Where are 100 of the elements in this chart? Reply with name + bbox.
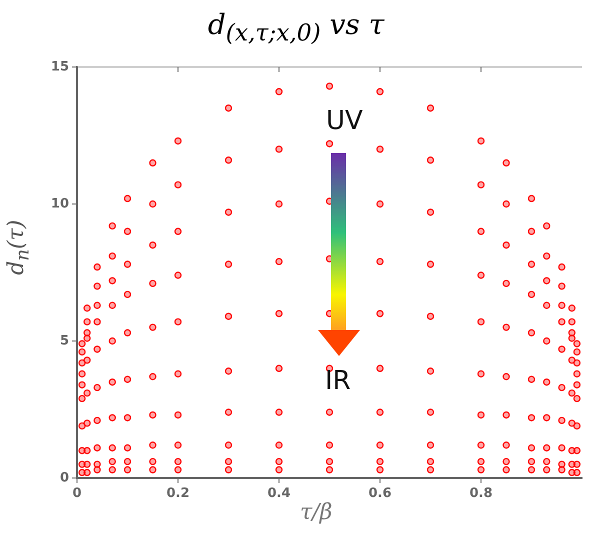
point — [149, 411, 156, 419]
point — [94, 460, 101, 468]
point — [78, 348, 86, 356]
point — [149, 324, 156, 331]
annotation: UV — [326, 106, 363, 136]
point — [502, 442, 510, 449]
point — [124, 329, 132, 336]
point — [326, 408, 334, 416]
point — [94, 444, 101, 452]
point — [124, 194, 132, 202]
point — [224, 104, 232, 112]
point — [124, 458, 132, 466]
y-tick-label: 15 — [50, 59, 69, 74]
point — [376, 310, 384, 318]
point — [568, 389, 576, 397]
point — [477, 442, 485, 449]
point — [426, 458, 434, 466]
point — [108, 252, 116, 260]
point — [149, 242, 156, 249]
point — [528, 290, 536, 298]
point — [275, 466, 283, 474]
point — [502, 411, 510, 419]
point — [558, 416, 566, 424]
point — [376, 466, 384, 474]
point — [326, 466, 334, 474]
point — [224, 466, 232, 474]
chart-title: d$_{(x,τ;x,0)}$ vs τ — [206, 8, 386, 47]
point — [376, 88, 384, 96]
point — [477, 181, 485, 188]
point — [174, 411, 182, 419]
point — [275, 200, 283, 208]
point — [376, 200, 384, 208]
point — [78, 370, 86, 378]
point — [326, 140, 334, 148]
point — [426, 156, 434, 164]
point — [376, 408, 384, 416]
point — [275, 88, 283, 96]
point — [573, 381, 581, 388]
point — [558, 346, 566, 353]
point — [78, 394, 86, 402]
point — [477, 466, 485, 474]
point — [174, 137, 182, 145]
point — [149, 442, 156, 449]
point — [558, 444, 566, 452]
point — [326, 442, 334, 449]
point — [94, 282, 101, 290]
x-tick-label: 0.6 — [368, 486, 392, 502]
point — [224, 442, 232, 449]
point — [149, 466, 156, 474]
point — [84, 468, 91, 476]
point — [224, 408, 232, 416]
point — [568, 329, 576, 336]
point — [528, 458, 536, 466]
point — [528, 414, 536, 422]
point — [84, 304, 91, 312]
point — [108, 466, 116, 474]
point — [426, 368, 434, 375]
point — [502, 159, 510, 166]
point — [108, 302, 116, 309]
point — [78, 422, 86, 430]
point — [477, 137, 485, 145]
point — [108, 337, 116, 345]
point — [528, 260, 536, 268]
point — [568, 420, 576, 427]
point — [78, 381, 86, 388]
y-tick-label: 5 — [60, 333, 69, 348]
x-tick-label: 0.2 — [166, 486, 190, 502]
point — [558, 263, 566, 271]
annotation: IR — [325, 366, 351, 396]
point — [573, 394, 581, 402]
point — [149, 458, 156, 466]
point — [502, 458, 510, 466]
point — [149, 280, 156, 288]
x-tick-label: 0.4 — [267, 486, 291, 502]
point — [502, 324, 510, 331]
point — [426, 466, 434, 474]
x-axis-title: τ/β — [300, 500, 332, 525]
point — [543, 302, 550, 309]
point — [543, 466, 550, 474]
point — [543, 277, 550, 284]
point — [84, 389, 91, 397]
x-tick-label: 0 — [72, 486, 82, 502]
point — [84, 447, 91, 454]
point — [174, 181, 182, 188]
point — [78, 340, 86, 348]
point — [224, 208, 232, 216]
point — [477, 272, 485, 279]
y-tick-label: 10 — [50, 196, 69, 212]
point — [426, 442, 434, 449]
point — [108, 444, 116, 452]
point — [528, 444, 536, 452]
point — [224, 368, 232, 375]
point — [528, 194, 536, 202]
point — [124, 228, 132, 235]
point — [149, 200, 156, 208]
point — [84, 329, 91, 336]
point — [502, 466, 510, 474]
point — [543, 222, 550, 230]
point — [124, 466, 132, 474]
point — [376, 458, 384, 466]
